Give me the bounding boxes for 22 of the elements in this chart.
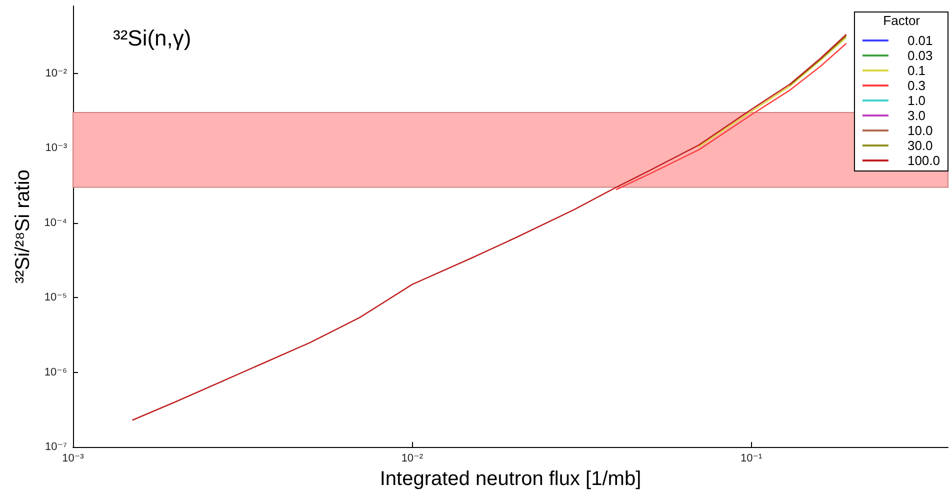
y-tick-label: 10⁻⁵ bbox=[44, 292, 67, 304]
y-axis-title: ³²Si/²⁸Si ratio bbox=[12, 169, 34, 284]
text: ³²Si(n,γ) bbox=[113, 26, 192, 50]
legend-label: 0.01 bbox=[907, 33, 933, 48]
y-tick-label: 10⁻² bbox=[45, 67, 68, 80]
y-tick-label: 10⁻⁶ bbox=[44, 366, 67, 378]
legend-label: 0.1 bbox=[907, 63, 926, 78]
legend-label: 0.03 bbox=[907, 48, 933, 63]
legend-label: 0.3 bbox=[907, 78, 926, 93]
legend-label: 1.0 bbox=[907, 93, 926, 108]
legend-label: 3.0 bbox=[907, 108, 926, 123]
legend-label: 10.0 bbox=[907, 123, 933, 138]
x-tick-label: 10⁻³ bbox=[62, 452, 84, 464]
y-tick-label: 10⁻⁴ bbox=[44, 216, 68, 229]
legend-title: Factor bbox=[883, 13, 921, 28]
x-tick-label: 10⁻¹ bbox=[740, 452, 763, 464]
x-tick-label: 10⁻² bbox=[401, 452, 424, 464]
legend-label: 100.0 bbox=[907, 153, 940, 168]
legend-label: 30.0 bbox=[907, 138, 933, 153]
x-axis-title: Integrated neutron flux [1/mb] bbox=[380, 468, 642, 490]
y-tick-label: 10⁻⁷ bbox=[44, 441, 68, 453]
y-tick-label: 10⁻³ bbox=[45, 142, 68, 154]
